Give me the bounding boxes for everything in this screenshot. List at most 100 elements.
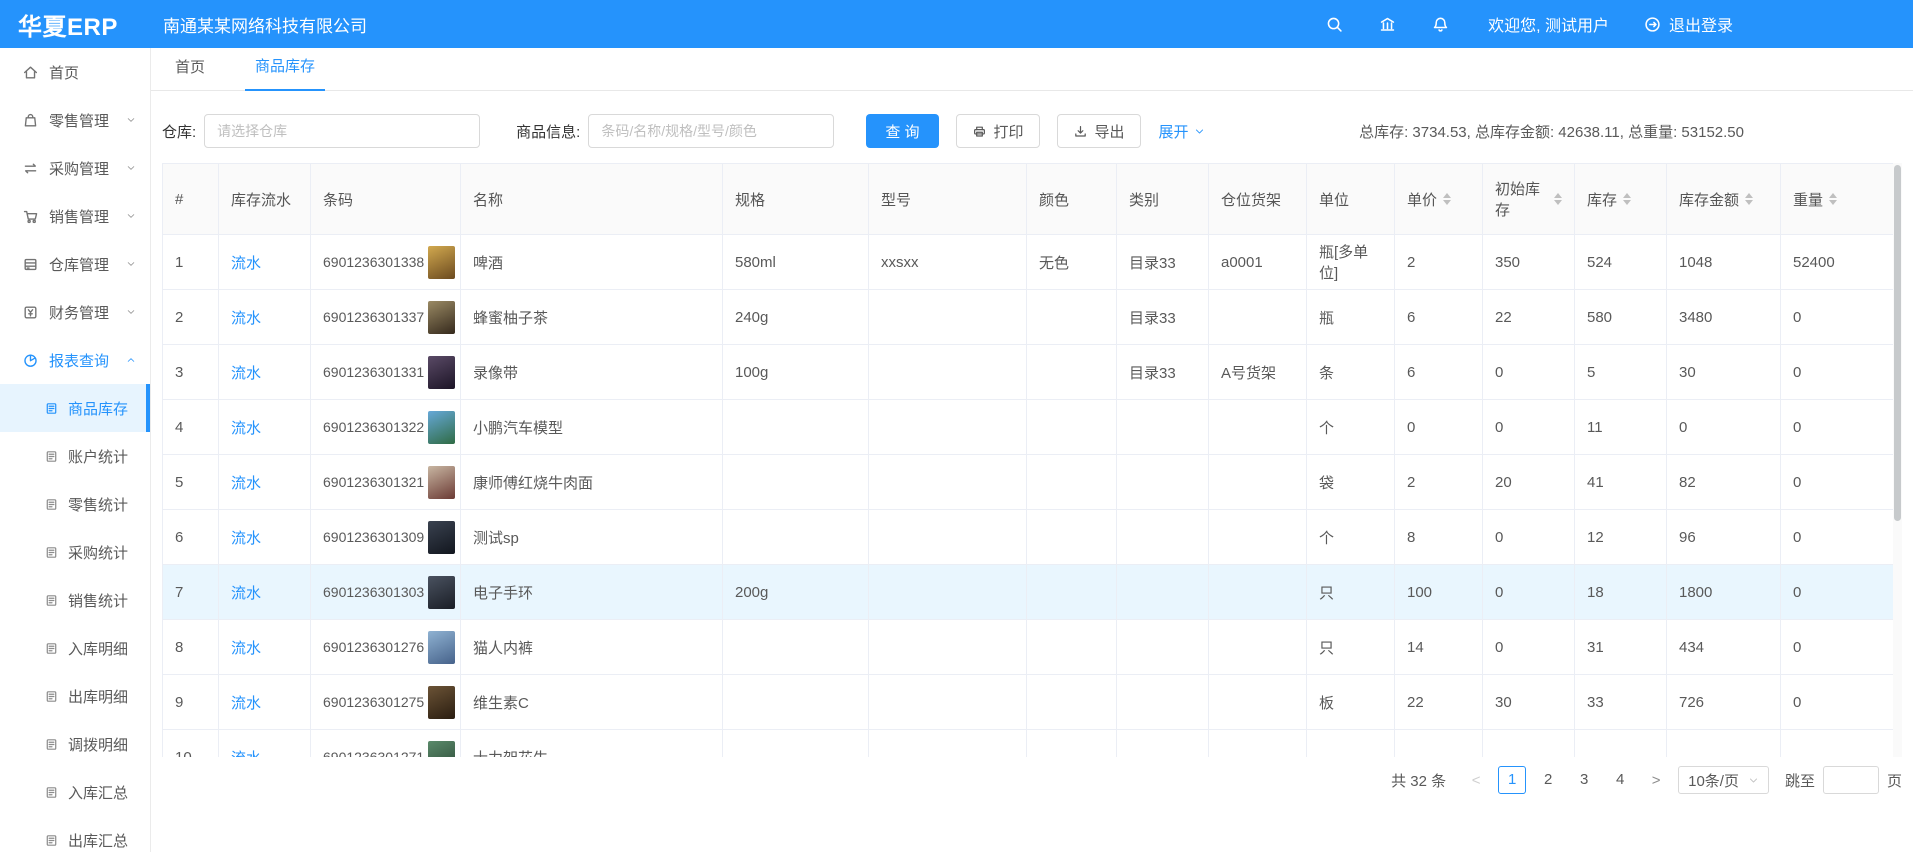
sidebar-subitem-sales-stats[interactable]: 销售统计 bbox=[0, 576, 150, 624]
col-header-content: 库存 bbox=[1587, 189, 1654, 210]
barcode-content: 6901236301276 bbox=[323, 630, 456, 664]
jump-page-input[interactable] bbox=[1822, 766, 1879, 794]
export-button[interactable]: 导出 bbox=[1056, 114, 1141, 148]
product-thumbnail[interactable] bbox=[428, 355, 456, 389]
flow-link[interactable]: 流水 bbox=[231, 309, 262, 327]
col-header-content: 规格 bbox=[735, 189, 856, 210]
product-thumbnail[interactable] bbox=[428, 575, 456, 609]
platform-icon[interactable] bbox=[1378, 15, 1397, 34]
row-index: 6 bbox=[162, 509, 219, 565]
flow-link[interactable]: 流水 bbox=[231, 750, 261, 758]
logout-button[interactable]: 退出登录 bbox=[1643, 12, 1733, 36]
sidebar-subitem-inbound-summary[interactable]: 入库汇总 bbox=[0, 768, 150, 816]
row-weight bbox=[1780, 729, 1902, 757]
row-stock-amount: 96 bbox=[1666, 509, 1781, 565]
row-init-stock: 22 bbox=[1482, 289, 1575, 345]
tab-product-inventory[interactable]: 商品库存 bbox=[245, 55, 326, 91]
product-thumbnail[interactable] bbox=[428, 300, 456, 334]
expand-toggle[interactable]: 展开 bbox=[1159, 121, 1205, 142]
search-icon[interactable] bbox=[1325, 15, 1344, 34]
col-header-stock_amount[interactable]: 库存金额 bbox=[1666, 163, 1781, 235]
warehouse-label: 仓库: bbox=[162, 123, 197, 141]
row-price: 2 bbox=[1394, 454, 1483, 510]
table-scrollbar-thumb[interactable] bbox=[1894, 165, 1901, 521]
flow-link[interactable]: 流水 bbox=[231, 474, 262, 492]
flow-link[interactable]: 流水 bbox=[231, 694, 262, 712]
row-name: 蜂蜜柚子茶 bbox=[460, 289, 723, 345]
row-category bbox=[1116, 674, 1209, 730]
product-info-input[interactable] bbox=[588, 114, 835, 148]
print-button[interactable]: 打印 bbox=[955, 114, 1040, 148]
col-header-price[interactable]: 单价 bbox=[1394, 163, 1483, 235]
col-header-label: 单价 bbox=[1407, 191, 1438, 209]
notification-bell-icon[interactable] bbox=[1431, 15, 1450, 34]
sidebar-subitem-account-stats[interactable]: 账户统计 bbox=[0, 432, 150, 480]
flow-link[interactable]: 流水 bbox=[231, 529, 262, 547]
flow-link[interactable]: 流水 bbox=[231, 419, 262, 437]
row-name: 录像带 bbox=[460, 344, 723, 400]
next-page-button[interactable]: > bbox=[1651, 771, 1661, 789]
sidebar-item-retail[interactable]: 零售管理 bbox=[0, 96, 150, 144]
col-header-weight[interactable]: 重量 bbox=[1780, 163, 1902, 235]
purchase-icon bbox=[22, 160, 39, 177]
flow-link[interactable]: 流水 bbox=[231, 584, 262, 602]
page-number-2[interactable]: 2 bbox=[1543, 771, 1553, 788]
product-thumbnail[interactable] bbox=[428, 410, 456, 444]
sidebar-item-warehouse[interactable]: 仓库管理 bbox=[0, 240, 150, 288]
flow-link[interactable]: 流水 bbox=[231, 254, 262, 272]
barcode-text: 6901236301275 bbox=[323, 694, 425, 710]
search-button[interactable]: 查 询 bbox=[866, 114, 939, 148]
warehouse-select[interactable] bbox=[204, 114, 481, 148]
sidebar-item-finance[interactable]: 财务管理 bbox=[0, 288, 150, 336]
sidebar-subitem-retail-stats[interactable]: 零售统计 bbox=[0, 480, 150, 528]
barcode-text: 6901236301331 bbox=[323, 364, 425, 380]
col-header-stock[interactable]: 库存 bbox=[1574, 163, 1667, 235]
flow-link[interactable]: 流水 bbox=[231, 364, 262, 382]
sidebar-item-sales[interactable]: 销售管理 bbox=[0, 192, 150, 240]
row-weight: 52400 bbox=[1780, 234, 1902, 290]
sidebar-item-home[interactable]: 首页 bbox=[0, 48, 150, 96]
row-weight: 0 bbox=[1780, 509, 1902, 565]
page-number-4[interactable]: 4 bbox=[1615, 771, 1625, 788]
barcode-content: 6901236301322 bbox=[323, 410, 456, 444]
sidebar-subitem-purchase-stats[interactable]: 采购统计 bbox=[0, 528, 150, 576]
row-stock-amount: 1048 bbox=[1666, 234, 1781, 290]
prev-page-button[interactable]: < bbox=[1471, 771, 1481, 789]
row-category bbox=[1116, 454, 1209, 510]
page-number-1[interactable]: 1 bbox=[1498, 766, 1527, 794]
sidebar-subitem-outbound-detail[interactable]: 出库明细 bbox=[0, 672, 150, 720]
product-thumbnail[interactable] bbox=[428, 520, 456, 554]
col-header-init_stock[interactable]: 初始库存 bbox=[1482, 163, 1575, 235]
sidebar-item-reports[interactable]: 报表查询 bbox=[0, 336, 150, 384]
product-thumbnail[interactable] bbox=[428, 740, 456, 757]
page-unit-label: 页 bbox=[1886, 772, 1902, 790]
row-init-stock: 0 bbox=[1482, 619, 1575, 675]
page-size-select[interactable]: 10条/页 bbox=[1678, 766, 1769, 794]
row-spec bbox=[722, 509, 869, 565]
sidebar-subitem-outbound-summary[interactable]: 出库汇总 bbox=[0, 816, 150, 852]
product-thumbnail[interactable] bbox=[428, 465, 456, 499]
row-name: 康师傅红烧牛肉面 bbox=[460, 454, 723, 510]
sidebar-item-purchase[interactable]: 采购管理 bbox=[0, 144, 150, 192]
printer-icon bbox=[972, 124, 987, 139]
barcode-content: 6901236301338 bbox=[323, 245, 456, 279]
col-header-content: 型号 bbox=[881, 189, 1014, 210]
row-stock: 5 bbox=[1574, 344, 1667, 400]
product-thumbnail[interactable] bbox=[428, 245, 456, 279]
row-model bbox=[868, 289, 1027, 345]
product-thumbnail[interactable] bbox=[428, 630, 456, 664]
row-spec bbox=[722, 729, 869, 757]
row-color bbox=[1026, 344, 1117, 400]
page-number-3[interactable]: 3 bbox=[1579, 771, 1589, 788]
row-price bbox=[1394, 729, 1483, 757]
sidebar-subitem-transfer-detail[interactable]: 调拨明细 bbox=[0, 720, 150, 768]
flow-link[interactable]: 流水 bbox=[231, 639, 262, 657]
row-name: 小鹏汽车模型 bbox=[460, 399, 723, 455]
row-unit: 只 bbox=[1306, 564, 1395, 620]
product-thumbnail[interactable] bbox=[428, 685, 456, 719]
chevron-down-icon bbox=[126, 259, 136, 269]
sidebar-subitem-inbound-detail[interactable]: 入库明细 bbox=[0, 624, 150, 672]
tab-home[interactable]: 首页 bbox=[175, 59, 206, 76]
sidebar-subitem-inventory[interactable]: 商品库存 bbox=[0, 384, 150, 432]
row-name: 啤酒 bbox=[460, 234, 723, 290]
